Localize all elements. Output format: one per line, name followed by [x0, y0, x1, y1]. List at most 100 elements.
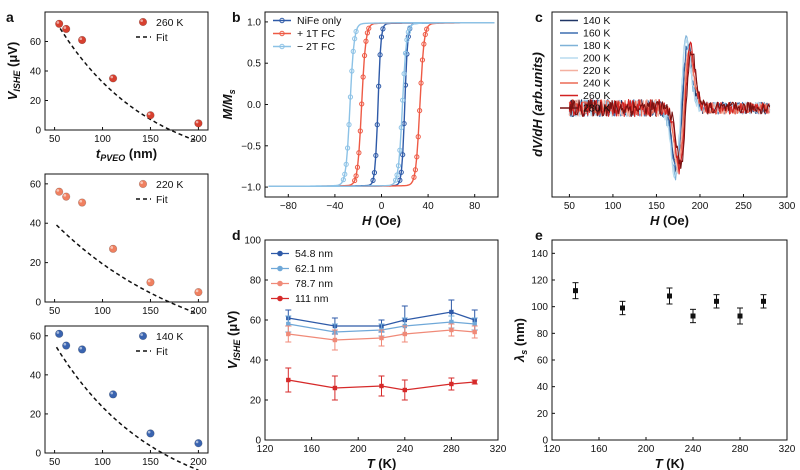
legend-label: 62.1 nm — [295, 263, 333, 275]
x-tick-label: 200 — [350, 444, 367, 455]
y-tick-label: 120 — [531, 276, 548, 287]
data-point — [421, 41, 427, 47]
x-tick-label: 100 — [94, 306, 111, 317]
data-point — [397, 147, 403, 153]
data-point — [449, 319, 454, 325]
point-highlight — [56, 189, 60, 192]
data-point — [379, 335, 384, 341]
series-line — [288, 311, 475, 327]
data-point — [377, 52, 383, 58]
x-tick-label: 240 — [685, 444, 702, 455]
point-highlight — [79, 37, 83, 41]
spectrum-line — [568, 51, 771, 169]
y-tick-label: 100 — [244, 236, 261, 247]
legend-label: 140 K — [156, 331, 183, 343]
data-point — [286, 321, 291, 327]
x-tick-label: 150 — [142, 306, 159, 317]
plot-frame — [44, 325, 209, 454]
legend-label: Fit — [156, 194, 168, 206]
data-point — [395, 163, 402, 169]
x-tick-label: 280 — [443, 444, 460, 455]
hysteresis-branch — [268, 22, 495, 187]
data-point — [380, 26, 386, 32]
y-tick-label: 20 — [30, 409, 42, 420]
x-tick-label: 150 — [142, 457, 159, 468]
y-tick-label: 0.5 — [247, 59, 261, 70]
y-tick-label: 140 — [531, 249, 548, 260]
data-point — [55, 329, 64, 338]
x-tick-label: 160 — [303, 444, 320, 455]
legend-marker — [279, 30, 285, 37]
data-point — [400, 97, 406, 103]
legend-marker — [277, 250, 283, 257]
data-point — [366, 25, 372, 31]
y-tick-label: 1.0 — [247, 17, 261, 28]
point-highlight — [195, 289, 199, 293]
data-point — [78, 345, 87, 354]
data-point — [690, 313, 696, 319]
y-tick-label: 20 — [30, 96, 42, 107]
legend-label: Fit — [156, 346, 168, 358]
data-point — [404, 37, 410, 43]
point-highlight — [110, 75, 114, 79]
legend-marker — [138, 331, 148, 341]
data-point — [472, 329, 477, 335]
legend-label: 200 K — [583, 53, 610, 65]
x-tick-label: 50 — [49, 134, 61, 145]
fit-curve — [55, 22, 199, 143]
legend-label: 160 K — [583, 28, 610, 40]
data-point — [78, 35, 87, 45]
data-point — [347, 94, 354, 100]
legend-label: 180 K — [583, 40, 610, 52]
data-point — [354, 164, 361, 170]
panel-c: 50 100 150 200 250 300 c H (Oe) dV/dH (arb.units… — [530, 9, 796, 228]
data-point — [573, 288, 578, 294]
panel-label: a — [6, 9, 14, 25]
x-tick-label: 200 — [638, 444, 655, 455]
x-tick-label: 120 — [257, 444, 274, 455]
data-point — [146, 111, 155, 120]
data-point — [108, 244, 118, 253]
data-point — [359, 101, 365, 107]
x-tick-label: 160 — [591, 444, 608, 455]
x-axis-label: T (K) — [367, 456, 397, 470]
data-point — [352, 36, 358, 42]
legend-label: 280 K — [583, 103, 610, 115]
y-axis-label: VISHE (μV) — [5, 42, 22, 101]
plot-frame — [44, 173, 209, 303]
y-tick-label: 40 — [30, 219, 42, 230]
point-highlight — [110, 391, 114, 395]
data-point — [424, 26, 430, 32]
point-highlight — [79, 199, 83, 203]
data-point — [374, 122, 380, 128]
data-point — [371, 170, 378, 176]
data-point — [376, 83, 382, 89]
y-tick-label: 40 — [30, 67, 42, 78]
legend-label: 240 K — [583, 78, 610, 90]
legend-label: Fit — [156, 32, 168, 44]
point-highlight — [140, 181, 143, 184]
data-point — [472, 321, 477, 327]
data-point — [62, 192, 71, 201]
data-point — [415, 134, 421, 140]
data-point — [449, 381, 454, 387]
data-point — [373, 152, 379, 159]
x-axis-label: H (Oe) — [362, 213, 401, 228]
y-axis-label: M/Ms — [220, 89, 237, 119]
y-tick-label: −1.0 — [241, 183, 261, 194]
legend-label: 260 K — [583, 90, 610, 102]
x-tick-label: 100 — [94, 457, 111, 468]
legend-label: + 1T FC — [297, 28, 335, 40]
data-point — [363, 38, 369, 44]
data-point — [286, 377, 291, 383]
data-point — [62, 341, 71, 350]
point-highlight — [110, 246, 114, 249]
data-point — [737, 313, 743, 319]
data-point — [356, 150, 362, 156]
x-tick-label: 200 — [190, 134, 207, 145]
point-highlight — [195, 120, 199, 124]
y-axis-label: VISHE (μV) — [225, 311, 242, 370]
data-point — [714, 298, 719, 304]
